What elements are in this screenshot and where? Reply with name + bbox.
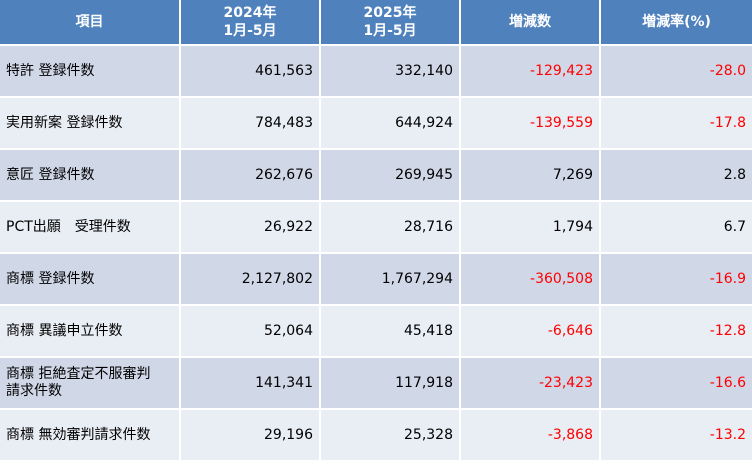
value-2025: 28,716 bbox=[320, 201, 461, 254]
change-value: -129,423 bbox=[460, 45, 601, 98]
header-2025: 2025年 1月-5月 bbox=[320, 0, 461, 46]
change-rate-value: -12.8 bbox=[600, 305, 752, 358]
header-2025-period: 1月-5月 bbox=[363, 23, 417, 39]
change-rate-value: -16.9 bbox=[600, 253, 752, 306]
row-label-line1: 商標 無効審判請求件数 bbox=[6, 426, 151, 443]
change-rate-value: 2.8 bbox=[600, 149, 752, 202]
value-2024: 2,127,802 bbox=[180, 253, 321, 306]
header-item-label: 項目 bbox=[75, 14, 104, 30]
value-2025: 269,945 bbox=[320, 149, 461, 202]
header-2024-period: 1月-5月 bbox=[223, 23, 277, 39]
row-label-line1: PCT出願 受理件数 bbox=[6, 218, 131, 235]
value-2024: 29,196 bbox=[180, 409, 321, 462]
header-row: 項目 2024年 1月-5月 2025年 1月-5月 増減数 増減率(%) bbox=[0, 0, 752, 46]
row-label-line2: 請求件数 bbox=[6, 383, 62, 399]
table-row: 意匠 登録件数 262,676 269,945 7,269 2.8 bbox=[0, 149, 752, 202]
value-2025: 45,418 bbox=[320, 305, 461, 358]
value-2025: 117,918 bbox=[320, 357, 461, 410]
table-row: 商標 登録件数 2,127,802 1,767,294 -360,508 -16.9 bbox=[0, 253, 752, 306]
header-change-rate-label: 増減率(%) bbox=[642, 14, 711, 30]
row-label-line1: 商標 拒絶査定不服審判 bbox=[6, 366, 151, 382]
table-row: 商標 拒絶査定不服審判 請求件数 141,341 117,918 -23,423 -16.… bbox=[0, 357, 752, 410]
change-value: 7,269 bbox=[460, 149, 601, 202]
header-2025-year: 2025年 bbox=[363, 5, 417, 21]
row-label: 商標 無効審判請求件数 bbox=[0, 409, 181, 462]
value-2024: 461,563 bbox=[180, 45, 321, 98]
row-label-line1: 意匠 登録件数 bbox=[6, 166, 95, 183]
value-2024: 26,922 bbox=[180, 201, 321, 254]
table-row: 特許 登録件数 461,563 332,140 -129,423 -28.0 bbox=[0, 45, 752, 98]
header-2024-year: 2024年 bbox=[223, 5, 277, 21]
change-value: -23,423 bbox=[460, 357, 601, 410]
row-label: 実用新案 登録件数 bbox=[0, 97, 181, 150]
change-rate-value: 6.7 bbox=[600, 201, 752, 254]
change-value: -360,508 bbox=[460, 253, 601, 306]
change-value: -6,646 bbox=[460, 305, 601, 358]
row-label-line1: 商標 異議申立件数 bbox=[6, 322, 123, 339]
row-label: 特許 登録件数 bbox=[0, 45, 181, 98]
change-value: 1,794 bbox=[460, 201, 601, 254]
change-rate-value: -16.6 bbox=[600, 357, 752, 410]
table-row: 商標 異議申立件数 52,064 45,418 -6,646 -12.8 bbox=[0, 305, 752, 358]
header-change-label: 増減数 bbox=[509, 14, 551, 30]
change-rate-value: -13.2 bbox=[600, 409, 752, 462]
row-label: 意匠 登録件数 bbox=[0, 149, 181, 202]
value-2024: 52,064 bbox=[180, 305, 321, 358]
value-2025: 25,328 bbox=[320, 409, 461, 462]
row-label-line1: 商標 登録件数 bbox=[6, 270, 95, 287]
header-change: 増減数 bbox=[460, 0, 601, 46]
header-change-rate: 増減率(%) bbox=[600, 0, 752, 46]
header-2024: 2024年 1月-5月 bbox=[180, 0, 321, 46]
value-2024: 141,341 bbox=[180, 357, 321, 410]
value-2024: 784,483 bbox=[180, 97, 321, 150]
value-2025: 644,924 bbox=[320, 97, 461, 150]
change-value: -139,559 bbox=[460, 97, 601, 150]
table-row: 実用新案 登録件数 784,483 644,924 -139,559 -17.8 bbox=[0, 97, 752, 150]
row-label: 商標 登録件数 bbox=[0, 253, 181, 306]
value-2024: 262,676 bbox=[180, 149, 321, 202]
value-2025: 332,140 bbox=[320, 45, 461, 98]
row-label-line1: 実用新案 登録件数 bbox=[6, 114, 123, 131]
row-label: 商標 拒絶査定不服審判 請求件数 bbox=[0, 357, 181, 410]
row-label: 商標 異議申立件数 bbox=[0, 305, 181, 358]
change-rate-value: -17.8 bbox=[600, 97, 752, 150]
row-label: PCT出願 受理件数 bbox=[0, 201, 181, 254]
header-item: 項目 bbox=[0, 0, 181, 46]
value-2025: 1,767,294 bbox=[320, 253, 461, 306]
table-row: PCT出願 受理件数 26,922 28,716 1,794 6.7 bbox=[0, 201, 752, 254]
table-row: 商標 無効審判請求件数 29,196 25,328 -3,868 -13.2 bbox=[0, 409, 752, 462]
change-rate-value: -28.0 bbox=[600, 45, 752, 98]
change-value: -3,868 bbox=[460, 409, 601, 462]
row-label-line1: 特許 登録件数 bbox=[6, 62, 95, 79]
